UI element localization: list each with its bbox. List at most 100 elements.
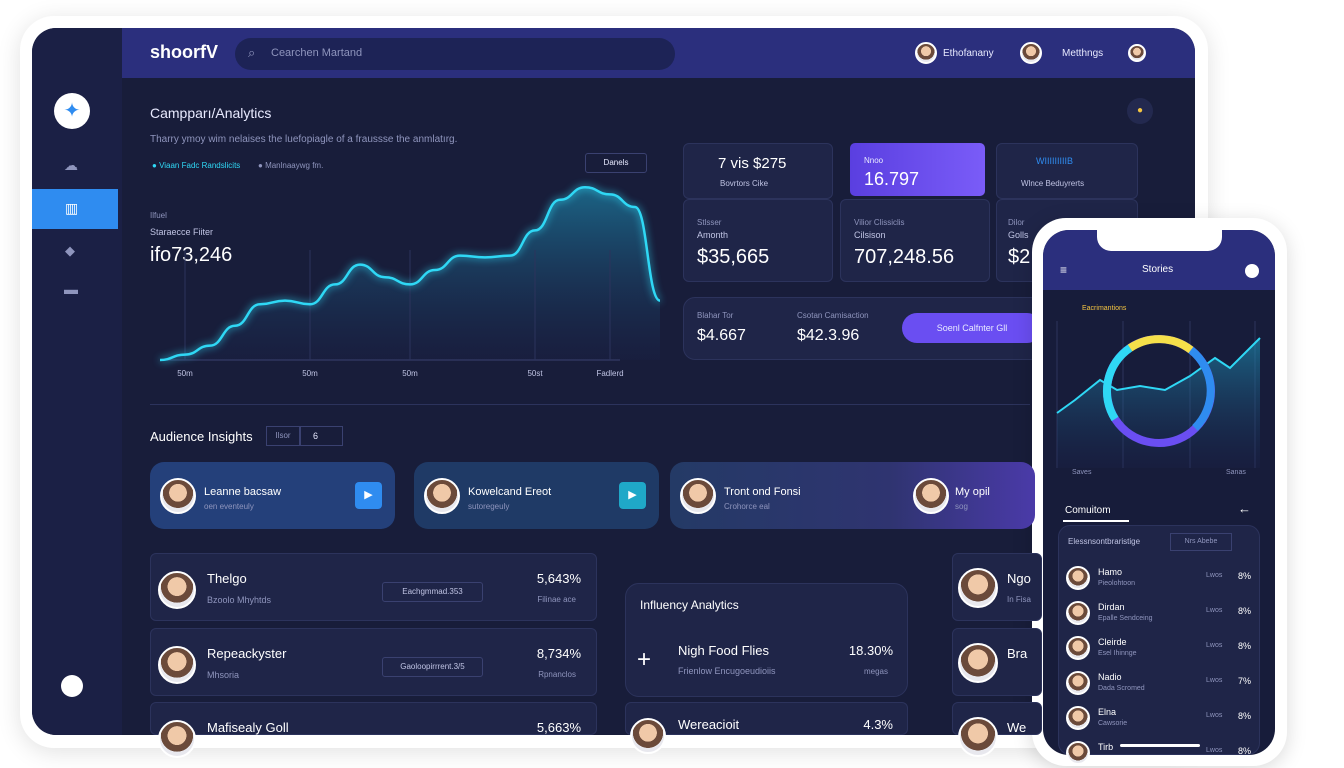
nav-icon: ◆ xyxy=(65,243,75,258)
tag: Gaoloopirrrent.3/5 xyxy=(382,657,483,677)
stat-value: ifo73,246 xyxy=(150,244,233,266)
stat-card xyxy=(840,199,990,282)
x-tick-label: 50st xyxy=(527,369,543,378)
filter[interactable]: Ilsor xyxy=(266,426,300,446)
value: 8% xyxy=(1238,746,1252,756)
section: Comuitom xyxy=(1065,505,1111,516)
panel-title: Influency Analytics xyxy=(640,598,739,612)
value: 8% xyxy=(1238,711,1252,721)
name: Elna xyxy=(1098,707,1117,717)
value: 8,734% xyxy=(536,646,581,661)
button[interactable]: Nrs Abebe xyxy=(1170,533,1232,551)
line xyxy=(159,185,661,362)
name: Wereacioit xyxy=(678,717,740,732)
stat-label: Wlnce Beduyrerts xyxy=(1021,179,1085,188)
button[interactable]: Soenl Calfnter Gll xyxy=(902,313,1042,343)
filter[interactable]: 6 xyxy=(300,426,343,446)
phone-chart xyxy=(1056,321,1261,468)
sub: Crohorce eal xyxy=(724,502,770,511)
sidebar xyxy=(32,28,122,735)
av xyxy=(630,718,666,754)
stat-sub: Amonth xyxy=(697,230,729,240)
x-label: Saves xyxy=(1072,469,1092,476)
value: 8% xyxy=(1238,571,1252,581)
sub: oen eventeuly xyxy=(204,502,254,511)
name: Repeackyster xyxy=(207,646,287,661)
stat-label: Staraecce Fiiter xyxy=(150,227,214,237)
search-bar[interactable] xyxy=(235,38,675,70)
stat-card xyxy=(683,199,833,282)
sub: sutoregeuly xyxy=(468,502,510,511)
home-bar xyxy=(1120,744,1200,747)
sub: Bzoolo Mhyhtds xyxy=(207,595,272,605)
x-tick-label: 50m xyxy=(402,369,418,378)
stat-label: Nnoo xyxy=(864,156,884,165)
avatar xyxy=(915,42,937,64)
logo: ✦ xyxy=(54,93,90,129)
x-label: Sanas xyxy=(1226,469,1246,476)
button[interactable]: Danels xyxy=(585,153,647,173)
phone-area xyxy=(1057,338,1260,468)
name: Thelgo xyxy=(207,571,247,586)
sub: Esel Ihinnge xyxy=(1098,650,1137,657)
avatar xyxy=(158,646,196,684)
label: Lwos xyxy=(1206,572,1223,579)
search: Elessnsontbraristige xyxy=(1068,537,1141,546)
x-tick-label: 50m xyxy=(302,369,318,378)
value: 8% xyxy=(1238,606,1252,616)
cg: 50m 50m 50m 50st Fadlerd xyxy=(159,185,661,378)
menu: ≡ xyxy=(1060,263,1068,277)
avatar xyxy=(1066,636,1090,660)
stat-value: 707,248.56 xyxy=(854,246,955,268)
name: Kowelcand Ereot xyxy=(468,486,552,498)
avatar xyxy=(424,478,460,514)
sub: Cawsorie xyxy=(1098,720,1128,727)
user-name: Metthngs xyxy=(1062,48,1104,59)
legend-label: Viaan Fadc Randslicits xyxy=(159,161,241,170)
avatar xyxy=(958,568,998,608)
avatar xyxy=(158,720,196,758)
nav-icon: ▬ xyxy=(64,281,78,297)
phone-title: Stories xyxy=(1142,264,1174,275)
value: 4.3% xyxy=(863,717,893,732)
user-name: Ethofanany xyxy=(943,48,994,59)
section-title: Audience Insights xyxy=(150,429,253,444)
search-text: Cearchen Martand xyxy=(271,47,363,59)
icon xyxy=(1245,264,1259,278)
play-button[interactable]: ▶ xyxy=(355,482,382,509)
arrow: ← xyxy=(1238,501,1251,516)
stat-label: Stlsser xyxy=(697,218,722,227)
nav-icon: ▥ xyxy=(65,200,79,216)
value: 18.30% xyxy=(848,643,893,658)
label: Lwos xyxy=(1206,642,1223,649)
audience-card xyxy=(670,462,1035,529)
notch xyxy=(1097,228,1222,251)
list-row xyxy=(150,702,597,735)
influence-panel xyxy=(625,583,908,697)
name: Tront ond Fonsi xyxy=(724,486,801,498)
search-icon: ⌕ xyxy=(248,45,256,60)
avatar xyxy=(680,478,716,514)
avatar xyxy=(1066,706,1090,730)
stat-card xyxy=(683,143,833,199)
name: Leanne bacsaw xyxy=(204,486,282,498)
stat-label: Dilor xyxy=(1008,218,1025,227)
play-button[interactable]: ▶ xyxy=(619,482,646,509)
help xyxy=(61,675,83,697)
plus: + xyxy=(637,646,652,673)
stat-card xyxy=(996,143,1138,199)
stat-label: Blahar Tor xyxy=(697,311,734,320)
name: Mafisealy Goll xyxy=(207,720,289,735)
sub: In Fisa xyxy=(1007,595,1032,604)
avatar xyxy=(158,571,196,609)
stat-card-active xyxy=(850,143,985,196)
name: Bra xyxy=(1007,646,1028,661)
note: Filinae ace xyxy=(537,595,576,604)
value: 8% xyxy=(1238,641,1252,651)
sub: sog xyxy=(955,502,968,511)
nav-active[interactable] xyxy=(32,189,118,229)
list-row xyxy=(150,553,597,621)
name: Tirb xyxy=(1098,742,1114,752)
stat-value: $42.3.96 xyxy=(797,327,860,344)
donut-segment xyxy=(1188,346,1215,431)
